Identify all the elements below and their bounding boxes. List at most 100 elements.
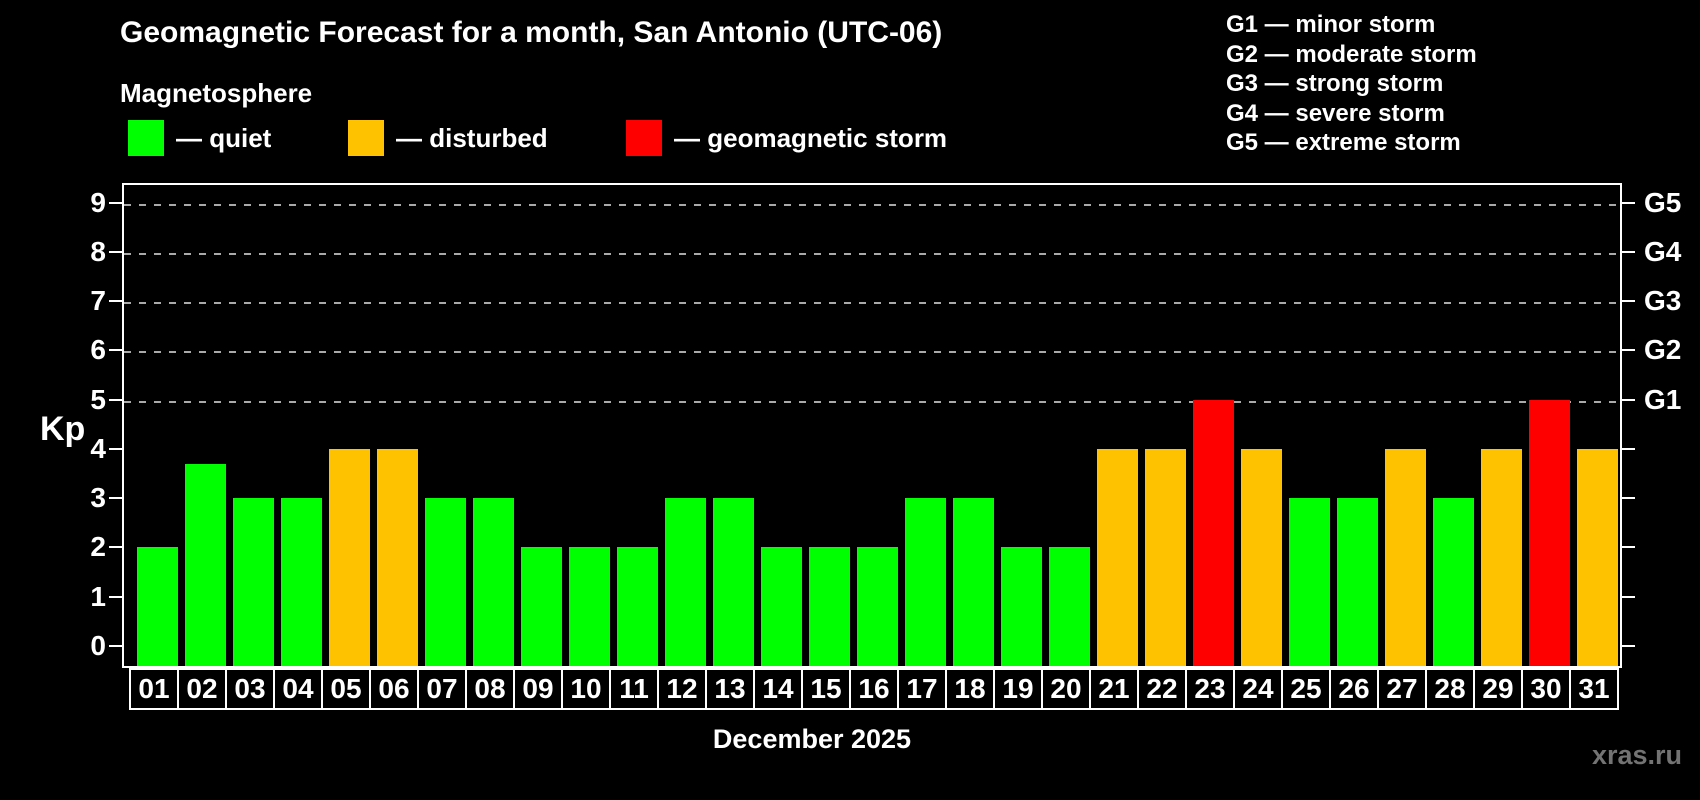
- day-label-09: 09: [513, 668, 563, 710]
- bar-day-13: [712, 498, 754, 668]
- bar-day-09: [520, 547, 562, 668]
- day-label-13: 13: [705, 668, 755, 710]
- legend-swatch-quiet: [128, 120, 164, 156]
- kp-tick-right-8: [1622, 250, 1635, 253]
- kp-tick-right-4: [1622, 447, 1635, 450]
- gridline-g3: [124, 302, 1620, 305]
- g-legend-item-1: G1 — minor storm: [1226, 11, 1436, 38]
- bar-day-24: [1240, 448, 1282, 668]
- kp-tick-label-4: 4: [90, 432, 106, 464]
- day-label-19: 19: [993, 668, 1043, 710]
- bar-day-07: [424, 498, 466, 668]
- kp-tick-label-1: 1: [90, 580, 106, 612]
- day-label-26: 26: [1329, 668, 1379, 710]
- bar-day-08: [472, 498, 514, 668]
- bar-day-04: [280, 498, 322, 668]
- chart-subtitle: Magnetosphere: [120, 78, 313, 108]
- bar-day-22: [1144, 448, 1186, 668]
- kp-tick-left-3: [109, 497, 122, 500]
- day-label-31: 31: [1569, 668, 1619, 710]
- day-label-05: 05: [321, 668, 371, 710]
- day-label-28: 28: [1425, 668, 1475, 710]
- g-axis-label-g1: G1: [1644, 383, 1682, 415]
- g-legend-item-3: G3 — strong storm: [1226, 70, 1444, 98]
- kp-tick-label-3: 3: [90, 482, 106, 514]
- x-axis-line: [122, 666, 1622, 668]
- kp-tick-right-7: [1622, 300, 1635, 303]
- bar-day-27: [1384, 448, 1426, 668]
- bar-day-02: [184, 463, 226, 668]
- day-label-15: 15: [801, 668, 851, 710]
- bar-day-01: [136, 547, 178, 668]
- bar-day-19: [1000, 547, 1042, 668]
- day-label-29: 29: [1473, 668, 1523, 710]
- g-legend-item-4: G4 — severe storm: [1226, 99, 1445, 127]
- kp-tick-left-8: [109, 250, 122, 253]
- day-label-12: 12: [657, 668, 707, 710]
- day-label-04: 04: [273, 668, 323, 710]
- legend-label-quiet: — quiet: [176, 123, 272, 153]
- g-axis-label-g3: G3: [1644, 285, 1682, 317]
- kp-tick-left-5: [109, 398, 122, 401]
- legend-label-storm: — geomagnetic storm: [674, 123, 948, 153]
- day-label-18: 18: [945, 668, 995, 710]
- bar-day-21: [1096, 448, 1138, 668]
- legend-swatch-storm: [626, 120, 662, 156]
- day-label-27: 27: [1377, 668, 1427, 710]
- gridline-g1: [124, 400, 1620, 403]
- kp-tick-label-8: 8: [90, 235, 106, 267]
- bar-day-20: [1048, 547, 1090, 668]
- kp-tick-label-2: 2: [90, 531, 106, 563]
- day-label-14: 14: [753, 668, 803, 710]
- bar-day-06: [376, 448, 418, 668]
- g-legend-item-2: G2 — moderate storm: [1226, 40, 1477, 68]
- g-legend-item-5: G5 — extreme storm: [1226, 129, 1461, 157]
- kp-tick-label-6: 6: [90, 334, 106, 366]
- kp-tick-right-9: [1622, 201, 1635, 204]
- kp-tick-right-2: [1622, 546, 1635, 549]
- day-label-07: 07: [417, 668, 467, 710]
- bar-day-29: [1480, 448, 1522, 668]
- bar-day-12: [664, 498, 706, 668]
- bar-day-05: [328, 448, 370, 668]
- day-label-24: 24: [1233, 668, 1283, 710]
- kp-tick-right-6: [1622, 349, 1635, 352]
- bar-day-16: [856, 547, 898, 668]
- bar-day-15: [808, 547, 850, 668]
- gridline-g5: [124, 203, 1620, 206]
- bar-day-26: [1336, 498, 1378, 668]
- day-label-30: 30: [1521, 668, 1571, 710]
- kp-tick-right-3: [1622, 497, 1635, 500]
- bar-day-31: [1576, 448, 1618, 668]
- bar-day-11: [616, 547, 658, 668]
- day-label-06: 06: [369, 668, 419, 710]
- bar-day-25: [1288, 498, 1330, 668]
- kp-tick-left-0: [109, 644, 122, 647]
- kp-tick-left-1: [109, 595, 122, 598]
- day-label-22: 22: [1137, 668, 1187, 710]
- chart-title: Geomagnetic Forecast for a month, San An…: [120, 16, 943, 49]
- g-scale-legend: G1 — minor storm G2 — moderate storm G3 — …: [1226, 10, 1477, 158]
- day-label-10: 10: [561, 668, 611, 710]
- kp-axis-title: Kp: [40, 410, 86, 448]
- day-label-02: 02: [177, 668, 227, 710]
- legend-label-disturbed: — disturbed: [396, 123, 548, 153]
- day-label-03: 03: [225, 668, 275, 710]
- gridline-g2: [124, 351, 1620, 354]
- day-label-23: 23: [1185, 668, 1235, 710]
- day-label-16: 16: [849, 668, 899, 710]
- bar-day-10: [568, 547, 610, 668]
- kp-tick-left-7: [109, 300, 122, 303]
- day-label-20: 20: [1041, 668, 1091, 710]
- g-axis-label-g5: G5: [1644, 186, 1682, 218]
- day-label-25: 25: [1281, 668, 1331, 710]
- bar-day-03: [232, 498, 274, 668]
- gridline-g4: [124, 252, 1620, 255]
- plot-area: [122, 183, 1622, 668]
- bar-day-17: [904, 498, 946, 668]
- g-axis-label-g4: G4: [1644, 235, 1682, 267]
- kp-tick-right-5: [1622, 398, 1635, 401]
- day-label-01: 01: [129, 668, 179, 710]
- bar-day-18: [952, 498, 994, 668]
- kp-tick-right-1: [1622, 595, 1635, 598]
